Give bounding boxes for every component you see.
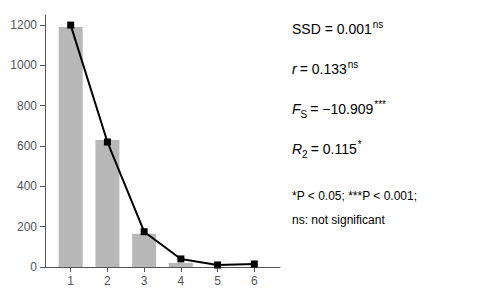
svg-text:800: 800: [17, 99, 37, 113]
svg-text:*: *: [358, 139, 362, 150]
svg-text:1: 1: [67, 274, 74, 288]
svg-text:ns: not significant: ns: not significant: [292, 213, 385, 227]
svg-text:S: S: [301, 109, 308, 120]
svg-text:1200: 1200: [10, 18, 37, 32]
svg-text:6: 6: [251, 274, 258, 288]
svg-text:2: 2: [104, 274, 111, 288]
svg-text:4: 4: [178, 274, 185, 288]
svg-text:= 0.115: = 0.115: [311, 141, 357, 157]
svg-text:1000: 1000: [10, 58, 37, 72]
svg-text:3: 3: [141, 274, 148, 288]
svg-text:SSD = 0.001: SSD = 0.001: [292, 21, 372, 37]
svg-text:***: ***: [374, 99, 386, 110]
svg-text:R: R: [292, 141, 302, 157]
svg-text:2: 2: [302, 149, 308, 160]
svg-text:= −10.909: = −10.909: [310, 101, 373, 117]
svg-text:ns: ns: [348, 59, 359, 70]
svg-text:ns: ns: [373, 19, 384, 30]
svg-text:r: r: [292, 61, 298, 77]
svg-text:600: 600: [17, 139, 37, 153]
svg-text:0: 0: [30, 260, 37, 274]
svg-text:5: 5: [214, 274, 221, 288]
svg-text:*P < 0.05; ***P < 0.001;: *P < 0.05; ***P < 0.001;: [292, 189, 417, 203]
svg-text:F: F: [292, 101, 301, 117]
svg-text:200: 200: [17, 220, 37, 234]
svg-text:400: 400: [17, 179, 37, 193]
svg-text:= 0.133: = 0.133: [300, 61, 347, 77]
